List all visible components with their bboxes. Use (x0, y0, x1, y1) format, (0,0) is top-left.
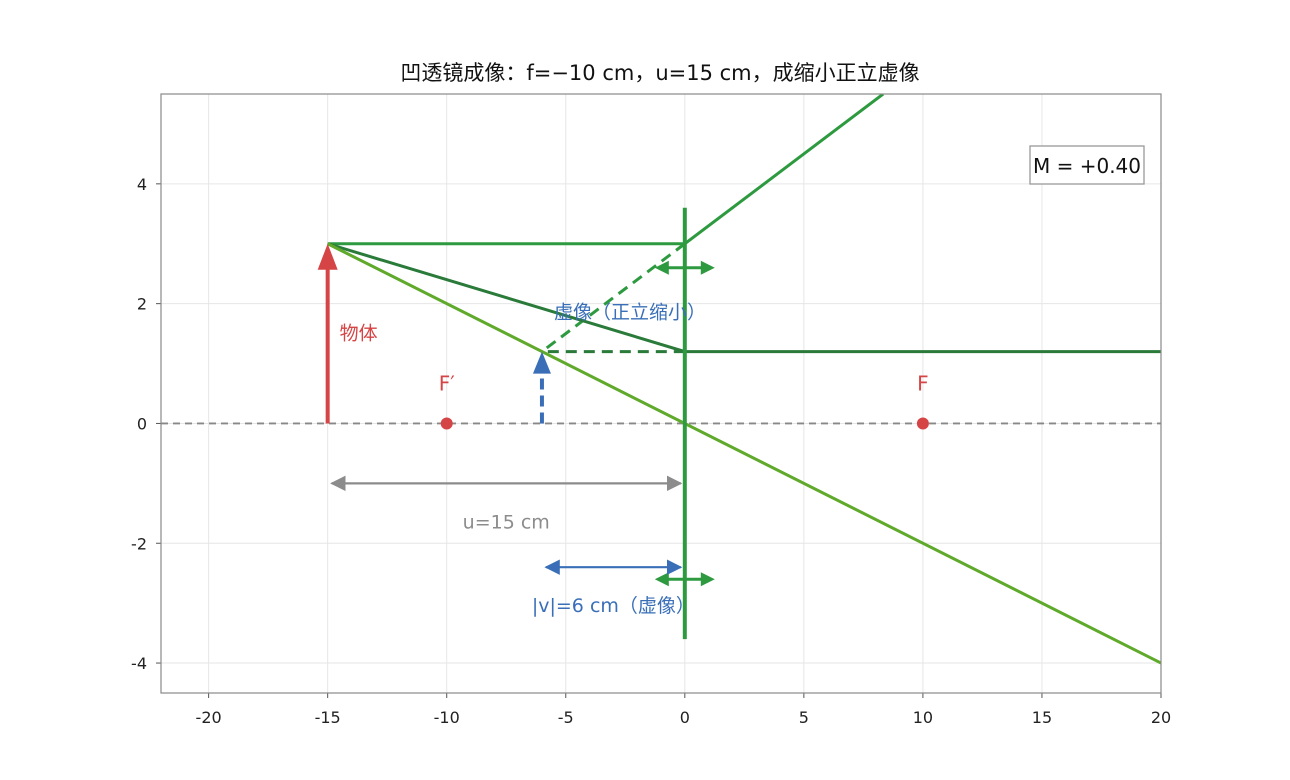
x-tick-label: 20 (1151, 708, 1171, 727)
plot-frame: M = +0.40 (160, 93, 1162, 694)
lens-symbol-left-arrowhead (654, 260, 669, 275)
x-tick-label: -5 (558, 708, 574, 727)
image-arrow-head (532, 351, 551, 374)
object-label: 物体 (340, 323, 378, 345)
y-tick-label: -4 (131, 654, 147, 673)
parallel-ray (327, 94, 885, 246)
x-tick-label: -10 (434, 708, 460, 727)
parallel-ray-extension (541, 242, 686, 353)
focal-ray (327, 242, 1161, 354)
y-tick-label: 4 (137, 175, 147, 194)
image-distance-label: |v|=6 cm（虚像） (532, 595, 695, 617)
chart-title: 凹透镜成像：f=−10 cm，u=15 cm，成缩小正立虚像 (400, 61, 919, 85)
x-tick-label: 5 (799, 708, 809, 727)
x-tick-label: 0 (680, 708, 690, 727)
y-tick-label: -2 (131, 534, 147, 553)
focal-label-right: F (917, 372, 929, 396)
lens-bottom-symbol (654, 572, 715, 587)
object-arrow-head (317, 243, 338, 270)
x-tick-label: -20 (196, 708, 222, 727)
lens-symbol-right-arrowhead (700, 572, 715, 587)
x-tick-label: 10 (913, 708, 933, 727)
object-distance-label: u=15 cm (463, 511, 550, 533)
center-ray (326, 242, 1161, 665)
image-label: 虚像（正立缩小） (554, 302, 706, 324)
focal-point-right (916, 417, 929, 430)
plot-border (160, 93, 1162, 694)
y-tick-label: 0 (137, 414, 147, 433)
lens-symbol-right-arrowhead (700, 260, 715, 275)
x-tick-label: 15 (1032, 708, 1052, 727)
diagram-content: 物体 虚像（正立缩小） F′ Fu=15 cm |v|=6 cm（虚像） (161, 94, 1161, 665)
magnification-label: M = +0.40 (1033, 154, 1141, 178)
magnification-box (1029, 145, 1145, 185)
lens-symbol-left-arrowhead (654, 572, 669, 587)
focal-label-left: F′ (439, 372, 456, 396)
focal-point-left (440, 417, 453, 430)
x-tick-label: -15 (315, 708, 341, 727)
y-tick-label: 2 (137, 295, 147, 314)
lens-top-symbol (654, 260, 715, 275)
